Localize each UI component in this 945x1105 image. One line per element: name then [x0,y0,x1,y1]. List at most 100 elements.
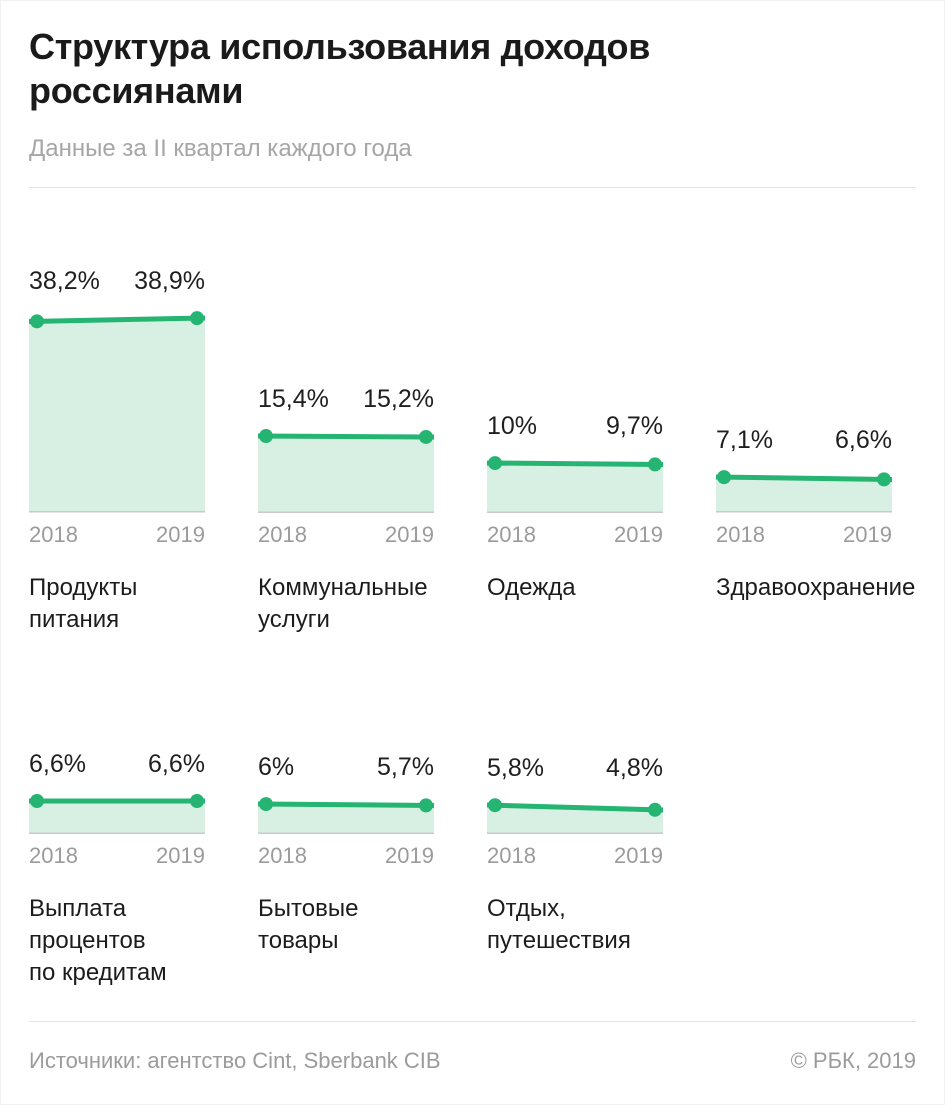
category-label: Коммунальные услуги [258,573,428,634]
plot-area: 5,8% 4,8% [486,749,664,834]
mini-chart: 6% 5,7% 2018 2019 Бытовые товары [257,749,435,958]
plot-area: 15,4% 15,2% [257,266,435,513]
mini-chart: 38,2% 38,9% 2018 2019 Продукты питания [28,266,206,637]
dot-2019 [877,472,891,487]
value-label-2018: 6% [258,752,295,781]
value-labels: 6% 5,7% [258,752,434,782]
year-label-2018: 2018 [29,842,78,868]
plot-area: 10% 9,7% [486,266,664,513]
mini-chart: 15,4% 15,2% 2018 2019 Коммунальные услуг… [257,266,435,637]
value-label-2018: 7,1% [716,426,773,455]
value-label-2019: 4,8% [606,753,663,782]
dot-2018 [30,314,44,329]
trend-line [486,802,664,813]
trend-line [715,474,893,483]
area-fill [258,435,434,513]
trend-chart [28,311,206,513]
dot-2018 [30,793,44,808]
year-labels: 2018 2019 [487,843,663,869]
plot-area: 7,1% 6,6% [715,266,893,513]
sources-text: Источники: агентство Cint, Sberbank CIB [29,1048,441,1073]
trend-chart [715,470,893,513]
year-label-2018: 2018 [716,521,765,547]
category-label: Бытовые товары [258,894,359,954]
dot-2019 [648,802,662,817]
trend-line [486,460,664,467]
area-fill [29,800,205,834]
page-subtitle: Данные за II квартал каждого года [29,134,412,162]
dot-2018 [488,797,502,812]
dot-2018 [488,455,502,470]
trend-line [257,801,435,808]
value-labels: 15,4% 15,2% [258,384,434,414]
mini-chart: 5,8% 4,8% 2018 2019 Отдых, путешествия [486,749,664,958]
plot-area: 6,6% 6,6% [29,749,205,834]
year-label-2018: 2018 [487,521,536,547]
year-label-2019: 2019 [614,842,663,868]
trend-chart [29,793,205,834]
dot-2019 [190,793,204,808]
plot-area: 38,2% 38,9% [28,266,206,513]
value-label-2019: 9,7% [606,411,663,440]
value-label-2018: 10% [487,411,538,440]
trend-chart [257,796,435,834]
year-label-2019: 2019 [385,842,434,868]
value-label-2019: 6,6% [148,749,205,778]
year-label-2018: 2018 [487,842,536,868]
trend-line [257,433,435,440]
mini-chart: 7,1% 6,6% 2018 2019 Здравоохранение [715,266,916,604]
dot-2019 [190,311,204,326]
year-label-2018: 2018 [258,842,307,868]
area-fill [487,462,663,513]
trend-chart [486,455,664,513]
copyright-text: © РБК, 2019 [790,1048,916,1073]
year-label-2019: 2019 [843,521,892,547]
dot-2019 [419,798,433,813]
plot-area: 6% 5,7% [257,749,435,834]
dot-2018 [259,796,273,811]
category-label: Здравоохранение [716,573,916,601]
value-label-2019: 6,6% [835,426,892,455]
value-labels: 7,1% 6,6% [716,425,892,455]
year-labels: 2018 2019 [487,522,663,548]
dot-2019 [419,429,433,444]
top-divider [29,186,916,188]
value-labels: 6,6% 6,6% [29,749,205,779]
value-label-2018: 5,8% [487,753,544,782]
year-labels: 2018 2019 [716,522,892,548]
value-label-2018: 6,6% [29,749,86,778]
year-label-2019: 2019 [156,842,205,868]
area-fill [258,803,434,834]
value-label-2019: 15,2% [363,384,434,413]
charts-row-1: 38,2% 38,9% 2018 2019 Продукты питания 1… [28,266,916,637]
dot-2019 [648,457,662,472]
year-label-2018: 2018 [258,521,307,547]
value-label-2019: 5,7% [377,752,434,781]
charts-row-2: 6,6% 6,6% 2018 2019 Выплата процентов по… [29,749,916,990]
value-labels: 38,2% 38,9% [29,266,205,296]
category-label: Отдых, путешествия [487,894,631,954]
area-fill [487,804,663,834]
year-labels: 2018 2019 [29,843,205,869]
category-label: Выплата процентов по кредитам [29,894,167,987]
mini-chart: 10% 9,7% 2018 2019 Одежда [486,266,664,604]
year-label-2019: 2019 [156,521,205,547]
footer: Источники: агентство Cint, Sberbank CIB … [29,1021,916,1074]
year-labels: 2018 2019 [29,522,205,548]
page-title: Структура использования доходов россияна… [29,26,651,111]
value-label-2019: 38,9% [134,267,205,296]
year-label-2018: 2018 [29,521,78,547]
value-label-2018: 38,2% [29,267,100,296]
value-labels: 10% 9,7% [487,411,663,441]
mini-chart: 6,6% 6,6% 2018 2019 Выплата процентов по… [29,749,205,990]
year-labels: 2018 2019 [258,522,434,548]
value-labels: 5,8% 4,8% [487,753,663,783]
area-fill [716,477,892,513]
trend-chart [486,797,664,834]
value-label-2018: 15,4% [258,384,329,413]
year-label-2019: 2019 [385,521,434,547]
trend-chart [257,428,435,513]
area-fill [29,318,205,513]
year-label-2019: 2019 [614,521,663,547]
